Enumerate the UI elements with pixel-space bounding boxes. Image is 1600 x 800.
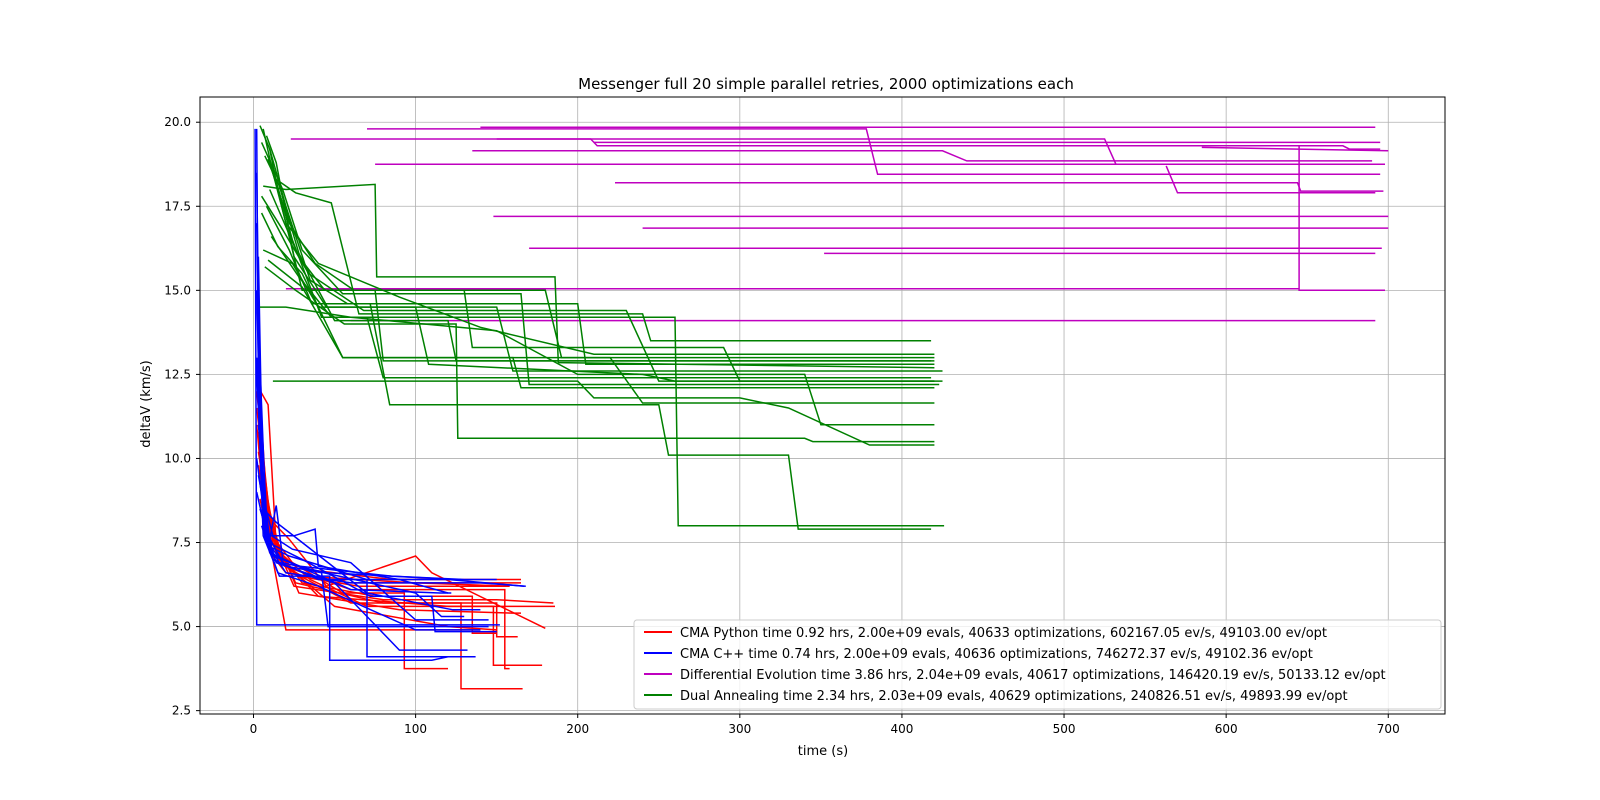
series-line-cma-cpp <box>255 357 449 661</box>
legend-label-cma-python: CMA Python time 0.92 hrs, 2.00e+09 evals… <box>680 626 1327 641</box>
x-tick-label: 300 <box>728 722 751 736</box>
series-line-dual-annealing <box>260 195 943 382</box>
plot-series <box>254 125 1389 690</box>
y-tick-label: 17.5 <box>164 199 191 213</box>
plot-frame <box>199 96 1446 715</box>
y-axis-label: deltaV (km/s) <box>139 360 154 447</box>
series-line-dual-annealing <box>275 178 932 342</box>
x-tick-label: 500 <box>1053 722 1076 736</box>
series-line-dual-annealing <box>262 249 935 382</box>
axis-ticks: 0 100 200 300 400 500 600 700 2.5 5.0 7.5 10.0 12.5 1… <box>164 115 1399 736</box>
legend-label-differential-evolution: Differential Evolution time 3.86 hrs, 2.… <box>680 668 1386 683</box>
chart-title: Messenger full 20 simple parallel retrie… <box>578 75 1074 93</box>
series-line-cma-cpp <box>260 525 481 631</box>
y-tick-label: 20.0 <box>164 115 191 129</box>
x-tick-label: 700 <box>1377 722 1400 736</box>
series-line-dual-annealing <box>270 236 945 527</box>
legend: CMA Python time 0.92 hrs, 2.00e+09 evals… <box>633 619 1442 710</box>
series-line-dual-annealing <box>263 183 935 369</box>
series-cma-cpp <box>254 128 526 661</box>
x-tick-label: 100 <box>404 722 427 736</box>
legend-label-cma-cpp: CMA C++ time 0.74 hrs, 2.00e+09 evals, 4… <box>680 647 1313 662</box>
y-tick-label: 7.5 <box>172 536 191 550</box>
y-tick-label: 5.0 <box>172 620 191 634</box>
series-line-dual-annealing <box>269 189 935 382</box>
series-line-differential-evolution <box>472 150 1373 162</box>
series-line-dual-annealing <box>260 306 935 426</box>
series-line-cma-cpp <box>259 508 468 651</box>
series-line-cma-cpp <box>254 128 500 626</box>
x-axis-label: time (s) <box>798 744 848 759</box>
series-line-cma-python <box>256 384 554 604</box>
legend-label-dual-annealing: Dual Annealing time 2.34 hrs, 2.03e+09 e… <box>680 689 1348 704</box>
series-line-differential-evolution <box>290 138 1381 150</box>
series-line-dual-annealing <box>272 380 935 446</box>
y-tick-label: 12.5 <box>164 367 191 381</box>
x-tick-label: 600 <box>1215 722 1238 736</box>
x-tick-label: 0 <box>250 722 258 736</box>
series-line-differential-evolution <box>1201 146 1389 152</box>
series-line-cma-python <box>257 465 448 670</box>
series-line-differential-evolution <box>367 128 1381 176</box>
x-tick-label: 200 <box>566 722 589 736</box>
series-dual-annealing <box>259 125 945 530</box>
series-differential-evolution <box>285 126 1389 322</box>
y-tick-label: 10.0 <box>164 451 191 465</box>
legend-box <box>633 619 1442 710</box>
x-tick-label: 400 <box>890 722 913 736</box>
series-line-cma-cpp <box>255 458 489 621</box>
series-line-differential-evolution <box>1165 165 1376 194</box>
y-tick-label: 2.5 <box>172 704 191 718</box>
y-tick-label: 15.0 <box>164 283 191 297</box>
series-line-differential-evolution <box>285 145 1385 292</box>
